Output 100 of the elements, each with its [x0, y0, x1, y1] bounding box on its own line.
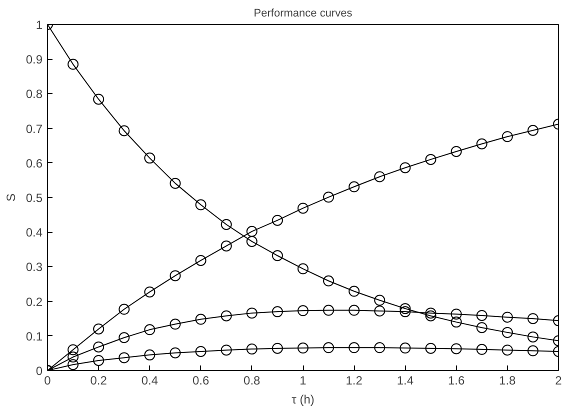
point: [374, 306, 386, 316]
point: [425, 308, 436, 319]
point: [220, 344, 232, 356]
y-tick-label: 0.9: [26, 52, 43, 67]
point: [68, 58, 79, 70]
point: [298, 202, 308, 214]
point: [170, 270, 181, 282]
point: [298, 305, 308, 316]
point: [425, 310, 436, 322]
point: [425, 154, 436, 165]
x-tick-label: 1: [300, 374, 307, 388]
point: [323, 275, 334, 286]
y-tick-label: 1: [36, 18, 43, 32]
point: [118, 352, 130, 364]
point: [450, 146, 462, 157]
point: [323, 192, 334, 203]
point: [400, 162, 411, 174]
x-tick-label: 0.4: [141, 374, 158, 388]
point: [272, 250, 283, 262]
point: [527, 345, 538, 356]
chart-title: Performance curves: [254, 8, 353, 20]
point: [195, 314, 206, 325]
point: [272, 306, 283, 318]
x-tick-label: 0.8: [244, 374, 261, 388]
point: [323, 342, 334, 354]
point: [348, 304, 360, 316]
point: [502, 312, 513, 323]
point: [348, 181, 360, 192]
point: [425, 342, 436, 354]
x-tick-label: 1.2: [346, 374, 363, 388]
point: [93, 354, 104, 366]
point: [476, 310, 488, 321]
point: [374, 342, 386, 354]
y-tick-label: 0.4: [26, 226, 43, 240]
point: [93, 94, 104, 105]
point: [348, 286, 360, 297]
y-tick-label: 0.2: [26, 294, 43, 309]
point: [400, 342, 411, 354]
point: [144, 152, 156, 164]
point: [502, 326, 513, 338]
point: [374, 294, 386, 306]
point: [170, 347, 181, 358]
x-axis-title: τ (h): [292, 392, 314, 406]
point: [502, 344, 513, 356]
point: [450, 316, 462, 328]
point: [476, 138, 488, 150]
point: [476, 322, 488, 334]
point: [195, 346, 206, 357]
point: [298, 342, 308, 354]
point: [272, 342, 283, 354]
y-tick-label: 0.5: [26, 191, 43, 205]
point: [68, 352, 79, 362]
y-tick-label: 0.1: [26, 329, 43, 344]
point: [450, 343, 462, 354]
point: [246, 344, 258, 355]
point: [246, 236, 258, 247]
point: [476, 344, 488, 355]
y-tick-label: 0.7: [26, 122, 43, 136]
point: [118, 332, 130, 344]
x-tick-label: 0.2: [90, 374, 108, 388]
point: [195, 254, 206, 266]
x-tick-label: 1.4: [396, 374, 414, 388]
point: [144, 324, 156, 336]
x-tick-label: 1.6: [448, 374, 465, 388]
point: [502, 131, 513, 142]
point: [220, 240, 232, 252]
point: [220, 310, 232, 322]
point: [374, 171, 386, 182]
x-tick-label: 0.6: [192, 374, 210, 388]
point: [246, 226, 258, 237]
y-tick-label: 0: [36, 364, 43, 378]
point: [68, 344, 79, 356]
point: [527, 331, 538, 342]
y-tick-label: 0.3: [26, 260, 43, 274]
point: [527, 124, 538, 136]
x-tick-label: 1.8: [499, 374, 516, 388]
y-tick-label: 0.8: [26, 87, 43, 102]
point: [450, 308, 462, 320]
point: [93, 323, 104, 334]
point: [195, 199, 206, 210]
point: [323, 304, 334, 316]
point: [93, 341, 104, 352]
point: [272, 214, 283, 226]
point: [400, 303, 411, 314]
point: [170, 178, 181, 189]
y-axis-title: S: [4, 193, 18, 202]
point: [298, 263, 308, 274]
x-tick-label: 0: [44, 374, 52, 388]
point: [400, 306, 411, 318]
point: [68, 359, 79, 370]
point: [348, 342, 360, 354]
point: [170, 318, 181, 330]
y-tick-label: 0.6: [26, 156, 43, 170]
point: [220, 219, 232, 230]
point: [118, 125, 130, 136]
point: [246, 308, 258, 319]
point: [527, 313, 538, 324]
x-tick-label: 2: [555, 374, 562, 388]
point: [118, 304, 130, 315]
point: [144, 349, 156, 360]
